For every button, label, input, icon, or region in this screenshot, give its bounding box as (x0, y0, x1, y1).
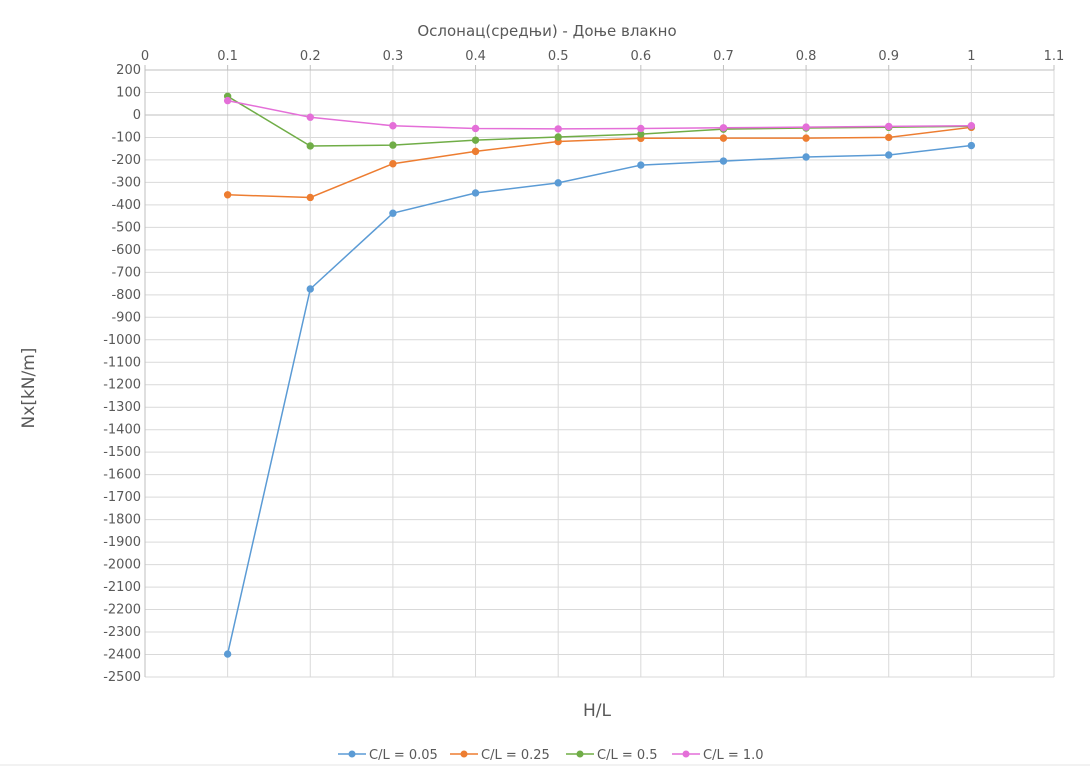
series-1 (223, 141, 976, 658)
x-tick-label: 0.7 (713, 49, 734, 64)
series-4 (223, 96, 976, 133)
legend-label: C/L = 0.05 (369, 748, 438, 763)
y-tick-label: -300 (111, 175, 141, 190)
data-point (637, 161, 645, 169)
data-point (389, 209, 397, 217)
legend-label: C/L = 0.5 (597, 748, 658, 763)
data-point (637, 124, 645, 133)
y-tick-label: -1500 (103, 445, 141, 460)
data-point (554, 133, 562, 141)
legend-swatch-marker (460, 750, 468, 758)
data-point (389, 122, 397, 130)
data-point (223, 96, 232, 105)
data-point (967, 141, 976, 150)
series-3 (223, 92, 976, 150)
y-tick-label: -900 (111, 310, 141, 325)
y-tick-label: -1100 (103, 355, 141, 370)
y-tick-label: -2100 (103, 580, 141, 595)
data-point (306, 142, 314, 150)
data-point (471, 124, 480, 133)
legend-item[interactable]: C/L = 0.5 (566, 748, 658, 763)
grid (144, 69, 1055, 678)
x-tick-label: 0.1 (217, 49, 238, 64)
data-point (223, 650, 232, 658)
y-tick-label: -1300 (103, 400, 141, 415)
series-line (227, 126, 972, 199)
x-tick-label: 0.6 (630, 49, 651, 64)
y-tick-label: -2200 (103, 603, 141, 618)
data-point (389, 160, 397, 168)
legend-swatch-marker (348, 750, 356, 758)
x-tick-label: 0.3 (383, 49, 404, 64)
x-tick-label: 1.1 (1044, 49, 1065, 64)
y-tick-label: -100 (111, 130, 141, 145)
x-tick-label: 0.9 (878, 49, 899, 64)
legend-swatch-marker (682, 750, 690, 758)
y-tick-label: 0 (133, 108, 141, 123)
legend-label: C/L = 1.0 (703, 748, 764, 763)
y-tick-label: -800 (111, 288, 141, 303)
series-line (227, 99, 972, 130)
x-tick-label: 0.5 (548, 49, 569, 64)
x-tick-label: 0.4 (465, 49, 486, 64)
legend-label: C/L = 0.25 (481, 748, 550, 763)
y-tick-label: -600 (111, 243, 141, 258)
data-point (306, 113, 314, 121)
series-line (227, 95, 972, 147)
data-point (306, 285, 314, 293)
y-tick-label: -1600 (103, 468, 141, 483)
axes: 200 100 0 -100 -200 -300 -400 -500 -600 -700 -800 -… (0, 49, 1090, 766)
y-tick-label: -2000 (103, 558, 141, 573)
y-tick-label: -2300 (103, 625, 141, 640)
y-tick-label: -500 (111, 220, 141, 235)
y-tick-label: -700 (111, 265, 141, 280)
x-tick-label: 0.8 (796, 49, 817, 64)
x-tick-label: 0.2 (300, 49, 321, 64)
data-point (885, 122, 893, 131)
legend-swatch-marker (576, 750, 584, 758)
y-tick-label: -2400 (103, 648, 141, 663)
x-tick-label: 0 (141, 49, 149, 64)
data-point (802, 153, 810, 161)
y-tick-label: -1800 (103, 513, 141, 528)
data-point (802, 123, 810, 131)
data-point (306, 193, 314, 202)
data-point (885, 133, 893, 142)
data-point (967, 122, 976, 130)
data-point (719, 124, 728, 132)
data-point (389, 141, 397, 149)
data-point (719, 134, 728, 142)
data-point (471, 136, 480, 144)
x-axis-title: H/L (583, 701, 612, 721)
chart-title: Ослонац(средњи) - Доње влакно (417, 22, 676, 40)
data-point (885, 151, 893, 159)
data-point (471, 147, 480, 156)
y-tick-label: 100 (116, 85, 141, 100)
legend-item[interactable]: C/L = 1.0 (672, 748, 764, 763)
data-point (223, 191, 232, 199)
data-point (471, 189, 480, 197)
y-tick-label: 200 (116, 63, 141, 78)
legend-item[interactable]: C/L = 0.25 (450, 748, 550, 763)
y-tick-label: -1200 (103, 378, 141, 393)
y-tick-label: -200 (111, 153, 141, 168)
y-tick-label: -2500 (103, 670, 141, 685)
y-tick-label: -1900 (103, 535, 141, 550)
y-tick-label: -1400 (103, 423, 141, 438)
data-point (802, 134, 810, 142)
data-point (554, 179, 562, 187)
legend-item[interactable]: C/L = 0.05 (338, 748, 438, 763)
series-line (226, 144, 972, 655)
legend: C/L = 0.05 C/L = 0.25 C/L = 0.5 C/L = 1.0 (338, 748, 764, 763)
x-tick-label: 1 (967, 49, 975, 64)
data-point (719, 157, 728, 165)
data-point (554, 125, 562, 133)
y-tick-label: -1000 (103, 333, 141, 348)
series-layer (223, 92, 976, 658)
y-axis-title: Nx[kN/m] (19, 348, 39, 429)
y-tick-label: -1700 (103, 490, 141, 505)
y-tick-label: -400 (111, 198, 141, 213)
